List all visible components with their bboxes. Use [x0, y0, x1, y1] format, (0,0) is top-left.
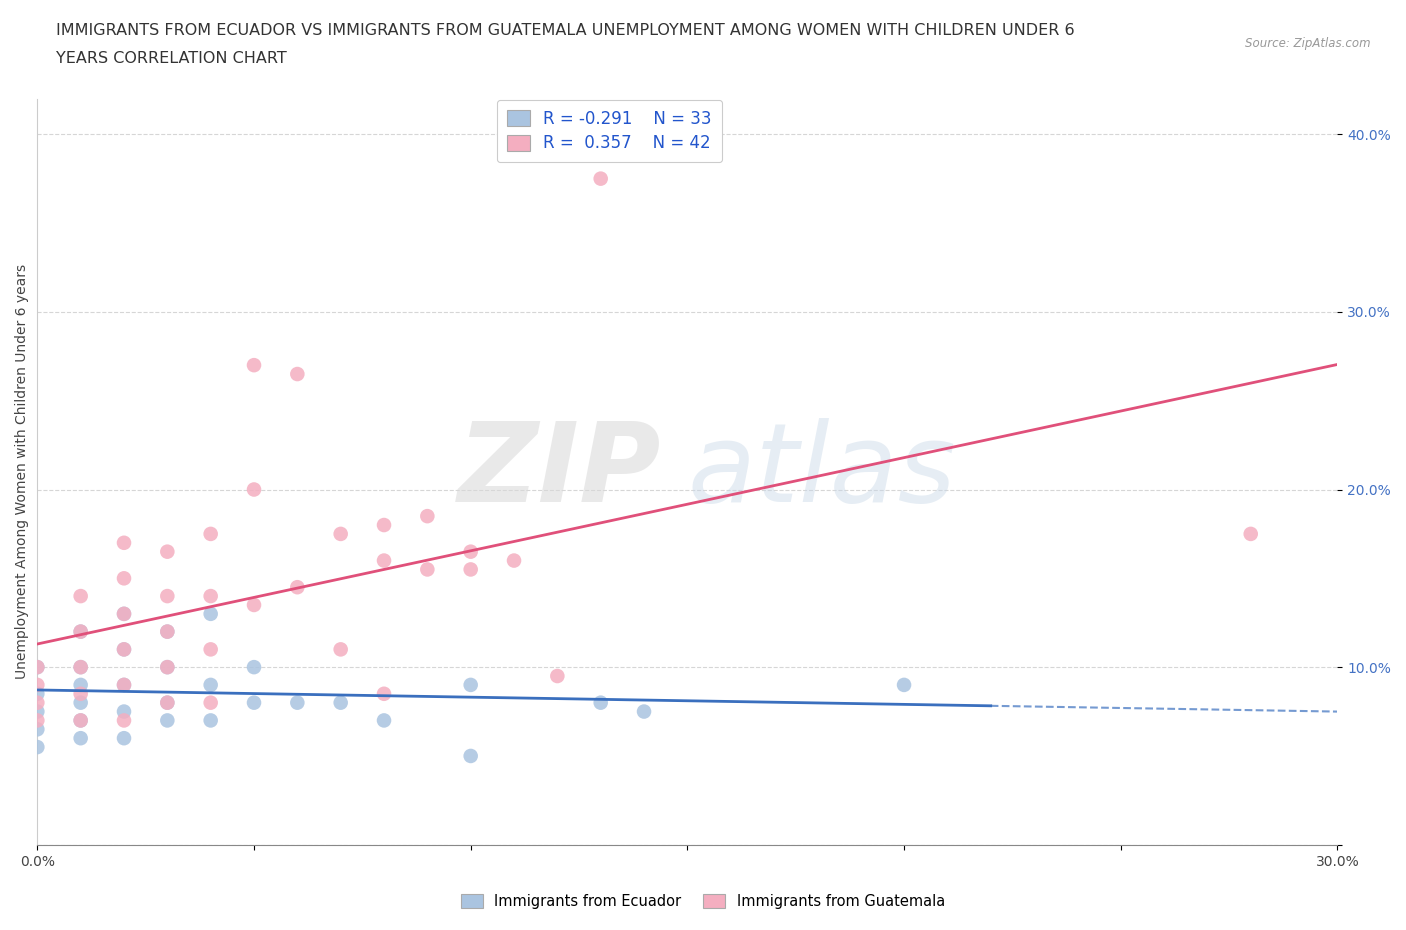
Point [329, 642, 352, 657]
Point [27, 677, 49, 692]
Point [373, 553, 395, 568]
Point [27, 696, 49, 711]
Point [112, 606, 135, 621]
Point [156, 589, 179, 604]
Point [156, 696, 179, 711]
Point [112, 713, 135, 728]
Point [200, 713, 222, 728]
Legend: Immigrants from Ecuador, Immigrants from Guatemala: Immigrants from Ecuador, Immigrants from… [456, 888, 950, 915]
Point [243, 482, 266, 497]
Point [546, 669, 568, 684]
Point [373, 686, 395, 701]
Point [200, 642, 222, 657]
Point [69, 659, 91, 674]
Point [156, 544, 179, 559]
Point [460, 562, 482, 577]
Point [285, 579, 308, 594]
Point [69, 713, 91, 728]
Point [416, 509, 439, 524]
Point [69, 731, 91, 746]
Point [112, 704, 135, 719]
Text: atlas: atlas [688, 418, 956, 525]
Point [69, 686, 91, 701]
Point [156, 659, 179, 674]
Point [243, 659, 266, 674]
Point [27, 659, 49, 674]
Point [200, 677, 222, 692]
Point [285, 696, 308, 711]
Point [69, 696, 91, 711]
Point [243, 358, 266, 373]
Point [373, 713, 395, 728]
Point [112, 536, 135, 551]
Point [112, 642, 135, 657]
Point [503, 553, 526, 568]
Text: IMMIGRANTS FROM ECUADOR VS IMMIGRANTS FROM GUATEMALA UNEMPLOYMENT AMONG WOMEN WI: IMMIGRANTS FROM ECUADOR VS IMMIGRANTS FR… [56, 23, 1074, 38]
Point [156, 624, 179, 639]
Point [156, 713, 179, 728]
Point [112, 677, 135, 692]
Point [329, 526, 352, 541]
Text: ZIP: ZIP [458, 418, 661, 525]
Point [329, 696, 352, 711]
Point [243, 598, 266, 613]
Point [200, 606, 222, 621]
Point [1240, 526, 1263, 541]
Point [200, 526, 222, 541]
Point [27, 722, 49, 737]
Point [243, 696, 266, 711]
Point [27, 704, 49, 719]
Point [589, 171, 612, 186]
Point [27, 686, 49, 701]
Point [156, 696, 179, 711]
Point [112, 606, 135, 621]
Point [285, 366, 308, 381]
Point [69, 624, 91, 639]
Legend: R = -0.291    N = 33, R =  0.357    N = 42: R = -0.291 N = 33, R = 0.357 N = 42 [496, 100, 721, 162]
Text: YEARS CORRELATION CHART: YEARS CORRELATION CHART [56, 51, 287, 66]
Point [460, 749, 482, 764]
Point [69, 589, 91, 604]
Point [200, 589, 222, 604]
Point [112, 677, 135, 692]
Point [27, 659, 49, 674]
Point [460, 677, 482, 692]
Point [69, 659, 91, 674]
Point [373, 518, 395, 533]
Point [156, 624, 179, 639]
Point [69, 624, 91, 639]
Point [633, 704, 655, 719]
Point [69, 713, 91, 728]
Point [460, 544, 482, 559]
Text: Source: ZipAtlas.com: Source: ZipAtlas.com [1246, 37, 1371, 50]
Y-axis label: Unemployment Among Women with Children Under 6 years: Unemployment Among Women with Children U… [15, 264, 30, 679]
Point [27, 739, 49, 754]
Point [589, 696, 612, 711]
Point [156, 659, 179, 674]
Point [112, 642, 135, 657]
Point [893, 677, 915, 692]
Point [416, 562, 439, 577]
Point [112, 731, 135, 746]
Point [27, 713, 49, 728]
Point [200, 696, 222, 711]
Point [112, 571, 135, 586]
Point [69, 677, 91, 692]
